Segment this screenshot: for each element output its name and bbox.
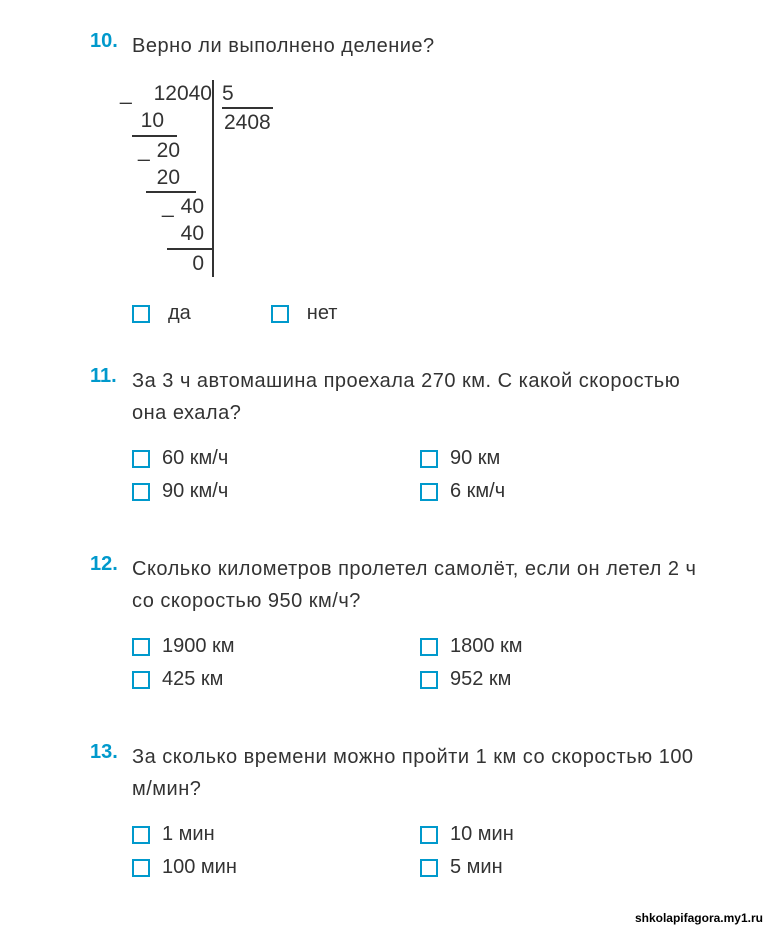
option-label: 10 мин [450, 823, 514, 846]
option-label: 425 км [162, 668, 223, 691]
problem-12: 12. Сколько километров пролетел самолёт,… [90, 553, 708, 701]
checkbox-icon[interactable] [132, 859, 150, 877]
option-label: да [168, 302, 191, 325]
checkbox-icon[interactable] [420, 638, 438, 656]
dividend: 12040 [154, 82, 212, 105]
option-item[interactable]: 1900 км [132, 635, 420, 658]
problem-header: 11. За 3 ч автомашина проехала 270 км. С… [90, 365, 708, 429]
option-item[interactable]: 5 мин [420, 856, 708, 879]
remainder: 0 [192, 252, 204, 275]
option-label: 5 мин [450, 856, 503, 879]
problem-header: 12. Сколько километров пролетел самолёт,… [90, 553, 708, 617]
yesno-options: да нет [132, 302, 708, 325]
watermark: shkolapifagora.my1.ru [635, 911, 763, 925]
problem-number: 11. [90, 365, 124, 388]
problem-number: 10. [90, 30, 124, 53]
option-item[interactable]: 90 км/ч [132, 480, 420, 503]
checkbox-icon[interactable] [271, 305, 289, 323]
options-row: 60 км/ч 90 км/ч 90 км 6 км/ч [132, 447, 708, 513]
option-item[interactable]: 1 мин [132, 823, 420, 846]
problem-13: 13. За сколько времени можно пройти 1 км… [90, 741, 708, 889]
option-label: 90 км/ч [162, 480, 228, 503]
problem-text: Верно ли выполнено деление? [132, 30, 435, 62]
checkbox-icon[interactable] [420, 859, 438, 877]
problem-number: 13. [90, 741, 124, 764]
checkbox-icon[interactable] [420, 826, 438, 844]
option-item[interactable]: 10 мин [420, 823, 708, 846]
checkbox-icon[interactable] [132, 483, 150, 501]
checkbox-icon[interactable] [420, 483, 438, 501]
options-row: 1 мин 100 мин 10 мин 5 мин [132, 823, 708, 889]
option-item[interactable]: 60 км/ч [132, 447, 420, 470]
step3-sub: 40 [181, 222, 204, 245]
step1-sub: 10 [141, 109, 164, 132]
checkbox-icon[interactable] [420, 671, 438, 689]
option-label: 1 мин [162, 823, 215, 846]
checkbox-icon[interactable] [132, 305, 150, 323]
option-label: 1800 км [450, 635, 523, 658]
problem-header: 10. Верно ли выполнено деление? [90, 30, 708, 62]
checkbox-icon[interactable] [132, 450, 150, 468]
problem-header: 13. За сколько времени можно пройти 1 км… [90, 741, 708, 805]
checkbox-icon[interactable] [132, 826, 150, 844]
option-item[interactable]: 100 мин [132, 856, 420, 879]
problem-text: Сколько километров пролетел самолёт, есл… [132, 553, 708, 617]
option-label: 90 км [450, 447, 500, 470]
checkbox-icon[interactable] [420, 450, 438, 468]
option-item[interactable]: 1800 км [420, 635, 708, 658]
option-label: 60 км/ч [162, 447, 228, 470]
option-no[interactable]: нет [271, 302, 338, 325]
option-label: 6 км/ч [450, 480, 505, 503]
option-yes[interactable]: да [132, 302, 191, 325]
option-item[interactable]: 6 км/ч [420, 480, 708, 503]
problem-text: За 3 ч автомашина проехала 270 км. С ка­… [132, 365, 708, 429]
problem-11: 11. За 3 ч автомашина проехала 270 км. С… [90, 365, 708, 513]
checkbox-icon[interactable] [132, 671, 150, 689]
problem-text: За сколько времени можно пройти 1 км со … [132, 741, 708, 805]
problem-10: 10. Верно ли выполнено деление? _ 12040 … [90, 30, 708, 325]
option-item[interactable]: 952 км [420, 668, 708, 691]
option-label: 952 км [450, 668, 511, 691]
problem-number: 12. [90, 553, 124, 576]
step2-sub: 20 [157, 166, 180, 189]
options-row: 1900 км 425 км 1800 км 952 км [132, 635, 708, 701]
long-division: _ 12040 10 _ 20 20 _ 40 [132, 80, 708, 277]
quotient: 2408 [222, 107, 273, 136]
option-item[interactable]: 90 км [420, 447, 708, 470]
option-item[interactable]: 425 км [132, 668, 420, 691]
option-label: 1900 км [162, 635, 235, 658]
step3-bring: 40 [181, 195, 204, 218]
option-label: 100 мин [162, 856, 237, 879]
checkbox-icon[interactable] [132, 638, 150, 656]
divisor: 5 [222, 80, 273, 107]
step2-bring: 20 [157, 139, 180, 162]
option-label: нет [307, 302, 338, 325]
